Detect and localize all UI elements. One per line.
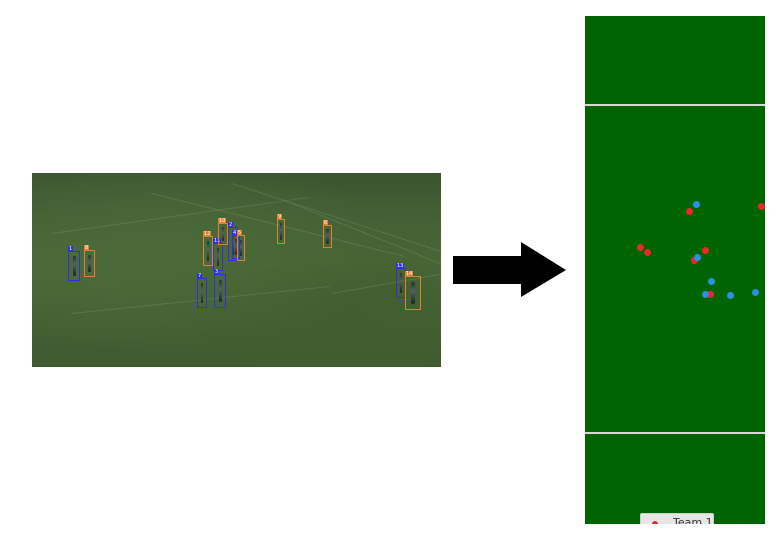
detection-box: 12 [203,231,213,266]
team2-player-marker [701,290,709,298]
detection-box: 14 [405,271,421,310]
player-figure [235,239,237,255]
team1-player-marker [757,202,765,210]
team1-player-marker [636,243,644,251]
detection-id-label: 7 [197,273,203,279]
detection-box: 7 [197,273,207,308]
grass-stripe [231,183,441,265]
detection-id-label: 2 [228,222,234,228]
detection-id-label: 1 [68,246,74,252]
detection-box: 3 [214,269,226,308]
detection-id-label: 8 [84,245,90,251]
detection-id-label: 3 [214,269,220,275]
detection-box: 4 [232,230,240,259]
detection-id-label: 10 [218,218,227,224]
team2-player-marker [726,291,734,299]
team1-player-marker [690,256,698,264]
team1-player-marker [643,248,651,256]
pitch-line-bottom [585,432,765,434]
detection-id-label: 5 [237,230,243,236]
detection-id-label: 9 [277,214,283,220]
pitch-legend: Team 1 [640,513,714,524]
player-figure [240,239,242,257]
team2-player-marker [693,253,701,261]
detection-id-label: 12 [203,231,212,237]
detection-box: 11 [213,238,223,271]
right-arrow-icon [453,242,566,297]
detection-box: 5 [237,230,245,261]
player-figure [410,281,416,305]
player-figure [218,279,222,303]
player-figure [280,223,282,240]
legend-team1-marker [652,521,658,524]
grass-stripe [332,247,441,294]
detection-box: 6 [323,220,332,248]
team1-player-marker [701,246,709,254]
player-figure [88,254,91,273]
player-figure [206,241,210,261]
detection-box: 9 [277,214,285,244]
legend-team1-label: Team 1 [673,516,713,524]
tactical-pitch-map: Team 1 [585,16,765,524]
player-figure [72,256,76,276]
player-figure [200,283,204,303]
team1-player-marker [685,207,693,215]
detection-box: 10 [218,218,228,245]
team2-player-marker [751,288,759,296]
detection-id-label: 4 [232,230,238,236]
team2-player-marker [707,277,715,285]
player-figure [399,273,403,293]
pitch-line-top [585,104,765,106]
detection-id-label: 14 [405,271,414,277]
detection-id-label: 6 [323,220,329,226]
player-figure [326,229,329,244]
detection-id-label: 13 [396,263,405,269]
player-figure [221,227,225,241]
detection-id-label: 11 [213,238,222,244]
detection-box: 1 [68,246,80,281]
player-detection-photo: 1 8 12 11 10 2 7 3 9 6 13 14 4 5 [32,173,441,367]
team2-player-marker [692,200,700,208]
player-figure [216,247,220,267]
detection-box: 8 [84,245,95,277]
grass-stripe [52,196,310,234]
team1-player-marker [706,290,714,298]
